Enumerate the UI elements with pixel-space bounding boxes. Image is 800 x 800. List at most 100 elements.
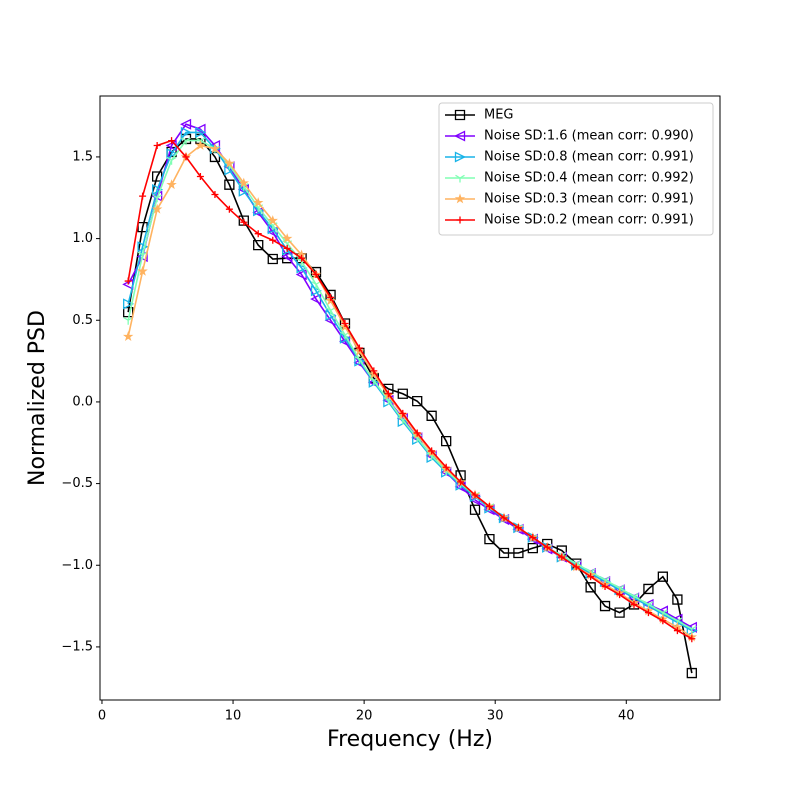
data-marker	[139, 192, 147, 200]
data-marker	[657, 571, 668, 582]
data-marker	[498, 547, 510, 559]
data-marker	[166, 179, 177, 190]
data-marker	[327, 293, 335, 301]
data-marker	[195, 126, 207, 138]
data-marker	[616, 591, 624, 599]
data-marker	[341, 320, 349, 328]
data-marker	[123, 298, 135, 310]
data-marker	[196, 173, 204, 181]
y-tick-label: 0.0	[72, 394, 93, 409]
series-line	[127, 139, 693, 640]
data-marker	[182, 153, 190, 161]
data-marker	[194, 123, 206, 135]
data-marker	[587, 573, 595, 581]
data-marker	[558, 553, 566, 561]
data-marker	[168, 137, 176, 145]
data-marker	[180, 126, 192, 138]
legend-label: Noise SD:0.2 (mean corr: 0.991)	[484, 213, 694, 228]
y-tick-label: −1.5	[61, 639, 93, 654]
data-marker	[209, 151, 221, 163]
data-marker	[644, 609, 652, 617]
data-marker	[180, 118, 192, 130]
data-marker	[428, 447, 436, 455]
data-marker	[225, 205, 233, 213]
data-marker	[413, 429, 421, 437]
y-tick-label: 1.5	[72, 149, 93, 164]
data-marker	[412, 395, 423, 407]
data-marker	[484, 533, 495, 545]
data-marker	[442, 463, 450, 471]
legend-label: Noise SD:0.3 (mean corr: 0.991)	[484, 192, 694, 207]
data-marker	[166, 148, 178, 160]
data-marker	[310, 266, 322, 278]
data-marker	[253, 197, 264, 208]
data-marker	[426, 410, 437, 421]
data-marker	[384, 390, 392, 398]
legend-label: Noise SD:1.6 (mean corr: 0.990)	[484, 129, 694, 144]
data-marker	[312, 271, 320, 279]
data-marker	[630, 600, 638, 608]
data-marker	[153, 141, 161, 149]
data-marker	[269, 236, 277, 244]
data-marker	[122, 331, 134, 342]
data-marker	[513, 547, 524, 559]
data-marker	[151, 203, 163, 214]
data-marker	[614, 607, 625, 618]
y-tick-label: 1.0	[72, 231, 93, 246]
data-marker	[643, 583, 654, 595]
data-marker	[209, 143, 221, 154]
legend: MEG Noise SD:1.6 (mean corr: 0.990) Noise …	[438, 102, 714, 236]
legend-label: Noise SD:0.8 (mean corr: 0.991)	[484, 150, 694, 165]
legend-marker	[455, 174, 465, 183]
legend-label: MEG	[484, 108, 514, 123]
data-marker	[599, 600, 611, 612]
y-tick-label: 0.5	[72, 313, 93, 328]
data-marker	[383, 383, 394, 395]
legend-marker	[454, 109, 466, 121]
data-marker	[283, 244, 291, 252]
data-marker	[527, 542, 538, 554]
data-marker	[397, 388, 408, 399]
data-marker	[514, 524, 522, 532]
plot-frame	[99, 95, 721, 701]
y-tick-label: −1.0	[61, 558, 93, 573]
data-marker	[124, 277, 132, 285]
data-marker	[500, 514, 508, 522]
data-marker	[211, 190, 219, 198]
legend-marker	[454, 193, 466, 204]
data-marker	[137, 241, 149, 253]
data-marker	[572, 563, 580, 571]
data-marker	[441, 435, 452, 447]
data-marker	[137, 265, 148, 276]
data-marker	[543, 543, 551, 551]
legend-marker	[456, 216, 464, 224]
data-marker	[238, 177, 250, 188]
data-marker	[485, 502, 493, 510]
data-marker	[253, 239, 264, 251]
data-marker	[457, 478, 465, 486]
data-marker	[195, 140, 206, 150]
x-tick-label: 0	[98, 709, 106, 724]
data-marker	[601, 582, 609, 590]
data-marker	[254, 230, 262, 238]
data-marker	[152, 184, 164, 196]
data-marker	[224, 157, 235, 168]
data-marker	[471, 491, 479, 499]
data-marker	[370, 367, 378, 375]
legend-box	[438, 102, 714, 236]
data-marker	[281, 233, 293, 244]
x-tick-label: 40	[618, 709, 635, 724]
data-marker	[688, 635, 696, 643]
data-marker	[355, 344, 363, 352]
data-marker	[267, 253, 278, 265]
data-marker	[224, 179, 235, 190]
data-marker	[339, 318, 351, 329]
data-marker	[672, 594, 683, 605]
data-marker	[399, 409, 407, 417]
data-marker	[166, 156, 177, 165]
series-line	[127, 131, 693, 632]
data-marker	[267, 215, 278, 226]
legend-marker	[454, 130, 466, 142]
y-tick-label: −0.5	[61, 476, 93, 491]
